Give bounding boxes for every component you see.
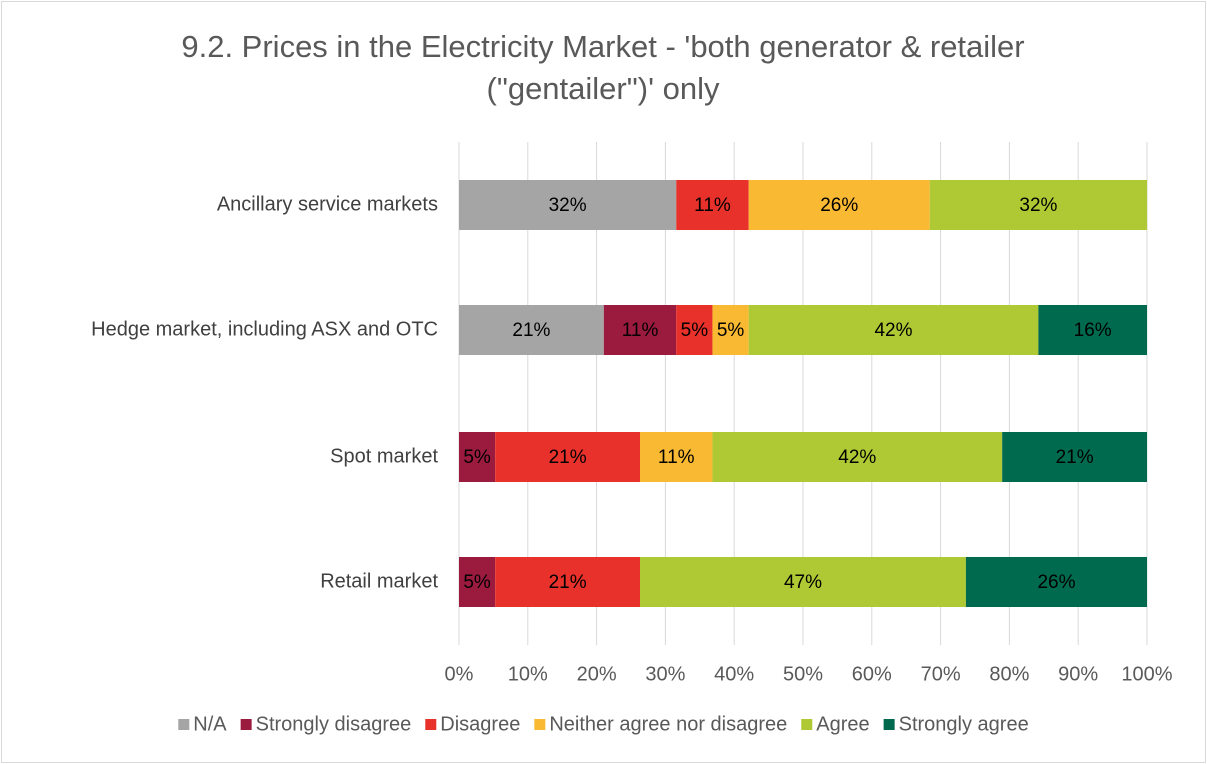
- data-label: 5%: [463, 572, 491, 593]
- data-label: 21%: [512, 320, 550, 341]
- data-label: 11%: [694, 195, 731, 216]
- legend-swatch: [178, 719, 190, 730]
- x-tick-label: 80%: [989, 663, 1029, 685]
- bar-segment: [1038, 305, 1147, 355]
- legend-label: Neither agree nor disagree: [549, 713, 787, 735]
- chart-title: 9.2. Prices in the Electricity Market - …: [181, 29, 1025, 106]
- x-tick-label: 100%: [1121, 663, 1172, 685]
- y-tick-label: Ancillary service markets: [217, 193, 438, 215]
- y-tick-label: Spot market: [330, 445, 438, 467]
- data-label: 26%: [820, 195, 858, 216]
- x-tick-label: 50%: [783, 663, 823, 685]
- x-tick-label: 10%: [508, 663, 548, 685]
- x-tick-label: 40%: [714, 663, 754, 685]
- legend-label: N/A: [193, 713, 227, 735]
- x-tick-label: 20%: [577, 663, 617, 685]
- data-label: 32%: [1019, 195, 1057, 216]
- bar-segment: [748, 180, 930, 230]
- bar-segment: [965, 557, 1147, 607]
- legend-swatch: [425, 719, 437, 730]
- bar-segment: [676, 305, 713, 355]
- bar-segment: [712, 305, 749, 355]
- bar-segment: [495, 557, 641, 607]
- x-tick-label: 90%: [1058, 663, 1098, 685]
- x-tick-label: 60%: [852, 663, 892, 685]
- data-label: 21%: [549, 447, 587, 468]
- y-tick-label: Retail market: [320, 570, 438, 592]
- legend-swatch: [240, 719, 252, 730]
- data-label: 21%: [1056, 447, 1094, 468]
- data-label: 11%: [658, 447, 695, 468]
- data-label: 42%: [838, 447, 876, 468]
- legend-swatch: [883, 719, 895, 730]
- data-label: 5%: [681, 320, 709, 341]
- data-label: 16%: [1074, 320, 1112, 341]
- data-label: 32%: [549, 195, 587, 216]
- bar-segment: [640, 432, 713, 482]
- bar-segment: [459, 557, 496, 607]
- bar-segment: [459, 180, 677, 230]
- legend-label: Disagree: [440, 713, 520, 735]
- bar-segment: [495, 432, 641, 482]
- data-label: 47%: [784, 572, 822, 593]
- legend-label: Strongly disagree: [256, 713, 412, 735]
- bar-segment: [748, 305, 1039, 355]
- data-label: 42%: [874, 320, 912, 341]
- bar-segment: [929, 180, 1148, 230]
- data-label: 11%: [622, 320, 659, 341]
- data-label: 5%: [717, 320, 745, 341]
- legend-label: Agree: [816, 713, 869, 735]
- data-label: 21%: [549, 572, 587, 593]
- bar-segment: [459, 432, 496, 482]
- legend-swatch: [534, 719, 546, 730]
- y-tick-label: Hedge market, including ASX and OTC: [91, 318, 438, 340]
- x-tick-label: 70%: [921, 663, 961, 685]
- bar-segment: [459, 305, 604, 355]
- data-label: 5%: [463, 447, 491, 468]
- bar-segment: [712, 432, 1003, 482]
- x-tick-label: 30%: [645, 663, 685, 685]
- legend-swatch: [801, 719, 813, 730]
- data-label: 26%: [1037, 572, 1075, 593]
- legend-label: Strongly agree: [899, 713, 1029, 735]
- bar-segment: [603, 305, 677, 355]
- bar-segment: [1002, 432, 1147, 482]
- bar-segment: [640, 557, 966, 607]
- x-tick-label: 0%: [445, 663, 474, 685]
- bar-segment: [676, 180, 749, 230]
